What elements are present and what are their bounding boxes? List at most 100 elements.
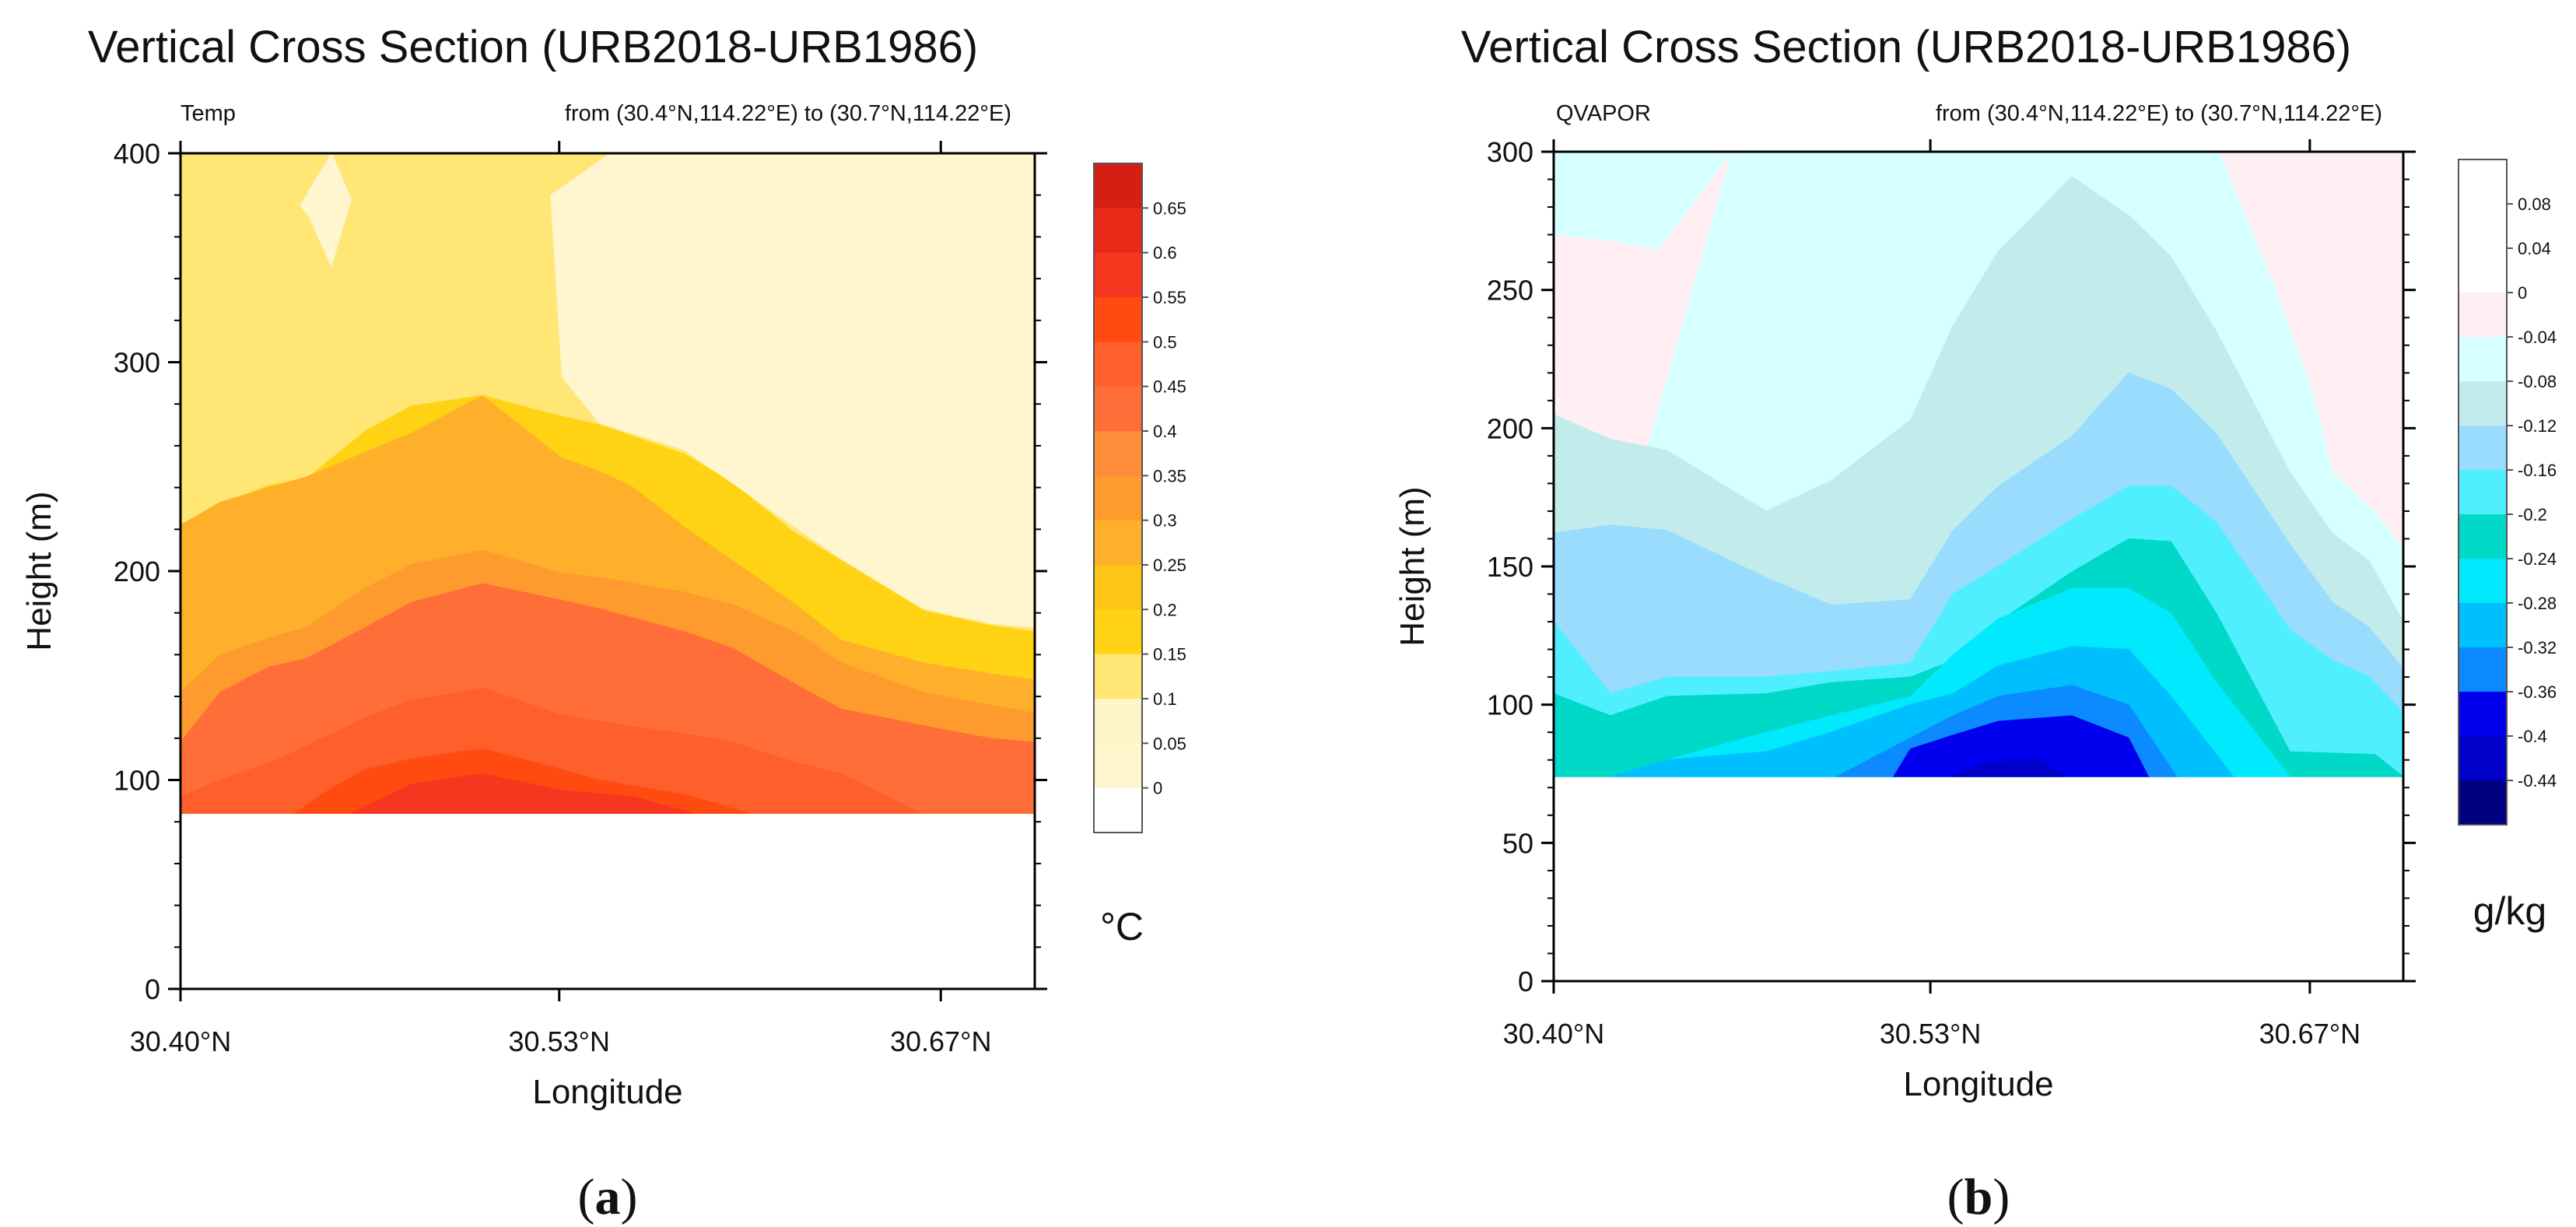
panel-b-contours <box>1553 151 2405 777</box>
y-tick-label: 0 <box>145 973 160 1005</box>
colorbar-label: 0.6 <box>1153 244 1177 263</box>
colorbar-label: 0 <box>2518 283 2527 303</box>
panel-b-letter: b <box>1964 1169 1993 1225</box>
colorbar-label: 0.65 <box>1153 198 1186 218</box>
colorbar-swatch-6 <box>2459 426 2507 471</box>
colorbar-label: 0.35 <box>1153 466 1186 486</box>
panel-a-ylabel: Height (m) <box>20 491 58 650</box>
colorbar-swatch-3 <box>1094 297 1142 342</box>
y-tick-label: 250 <box>1487 275 1533 307</box>
contour-band-7 <box>351 773 693 814</box>
colorbar-swatch-11 <box>2459 647 2507 692</box>
panel-a-title: Vertical Cross Section (URB2018-URB1986) <box>88 22 978 72</box>
colorbar-label: -0.32 <box>2518 638 2557 657</box>
contour-band-10 <box>1950 759 2065 777</box>
panel-a: Vertical Cross Section (URB2018-URB1986)… <box>20 22 1186 1225</box>
colorbar-swatch-14 <box>1094 787 1142 833</box>
colorbar-label: 0 <box>1153 779 1162 798</box>
colorbar-swatch-1 <box>1094 208 1142 254</box>
colorbar-swatch-7 <box>2459 470 2507 515</box>
colorbar-label: 0.08 <box>2518 195 2551 214</box>
panel-a-label: (a) <box>578 1169 638 1225</box>
panel-b-units: g/kg <box>2473 889 2547 933</box>
colorbar-swatch-12 <box>1094 699 1142 744</box>
x-tick-label: 30.40°N <box>130 1025 231 1057</box>
contour-band-9 <box>1892 715 2150 777</box>
colorbar-swatch-1 <box>2459 204 2507 249</box>
colorbar-label: 0.55 <box>1153 288 1186 307</box>
panel-a-xlabel: Longitude <box>532 1073 682 1111</box>
panel-a-y-axis: 0 100 200 300 400 <box>114 138 1047 1005</box>
colorbar-label: 0.04 <box>2518 239 2551 258</box>
panel-b-ylabel: Height (m) <box>1393 486 1432 646</box>
panel-b-xlabel: Longitude <box>1903 1065 2053 1103</box>
panel-b-route: from (30.4°N,114.22°E) to (30.7°N,114.22… <box>1936 101 2382 126</box>
y-tick-label: 400 <box>114 138 160 170</box>
y-tick-label: 300 <box>114 347 160 379</box>
colorbar-swatch-7 <box>1094 475 1142 521</box>
colorbar-swatch-6 <box>1094 431 1142 476</box>
colorbar-label: -0.04 <box>2518 328 2557 347</box>
colorbar-label: -0.16 <box>2518 461 2557 480</box>
x-tick-label: 30.67°N <box>2259 1018 2360 1050</box>
x-tick-label: 30.53°N <box>509 1025 610 1057</box>
colorbar-swatch-8 <box>1094 520 1142 566</box>
colorbar-label: 0.5 <box>1153 332 1177 352</box>
colorbar-swatch-10 <box>1094 609 1142 655</box>
panel-a-units: °C <box>1100 905 1144 948</box>
contour-band-9 <box>300 152 352 268</box>
panel-b-variable: QVAPOR <box>1556 101 1651 126</box>
colorbar-label: 0.2 <box>1153 600 1177 619</box>
colorbar-swatch-0 <box>2459 160 2507 205</box>
colorbar-swatch-0 <box>1094 163 1142 209</box>
colorbar-label: 0.4 <box>1153 422 1177 441</box>
colorbar-label: -0.4 <box>2518 727 2547 746</box>
colorbar-label: -0.12 <box>2518 416 2557 436</box>
colorbar-frame <box>1093 163 1143 833</box>
colorbar-swatch-14 <box>2459 780 2507 826</box>
colorbar-swatch-9 <box>2459 559 2507 604</box>
x-tick-label: 30.53°N <box>1880 1018 1981 1050</box>
y-tick-label: 100 <box>114 765 160 797</box>
colorbar-label: -0.36 <box>2518 682 2557 702</box>
colorbar-swatch-5 <box>2459 381 2507 426</box>
panel-b-y-axis: 0 50 100 150 200 250 300 <box>1487 136 2416 997</box>
panel-b-x-axis: 30.40°N 30.53°N 30.67°N <box>1503 139 2360 1050</box>
panel-b: Vertical Cross Section (URB2018-URB1986)… <box>1393 22 2557 1225</box>
x-tick-label: 30.40°N <box>1503 1018 1604 1050</box>
panel-a-letter: a <box>595 1169 621 1225</box>
colorbar-frame <box>2458 159 2508 826</box>
colorbar-label: -0.08 <box>2518 372 2557 391</box>
colorbar-label: 0.3 <box>1153 511 1177 531</box>
colorbar-swatch-13 <box>2459 736 2507 781</box>
panel-a-x-axis: 30.40°N 30.53°N 30.67°N <box>130 141 991 1057</box>
panel-a-contours <box>180 152 1036 814</box>
panel-b-label: (b) <box>1947 1169 2010 1225</box>
colorbar-swatch-2 <box>1094 252 1142 298</box>
colorbar-swatch-4 <box>2459 337 2507 382</box>
panel-a-colorbar: 0.65 0.6 0.55 0.5 0.45 0.4 0.35 0.3 0.25 0.2 0.15 0… <box>1093 163 1186 833</box>
colorbar-label: -0.2 <box>2518 505 2547 524</box>
panel-a-route: from (30.4°N,114.22°E) to (30.7°N,114.22… <box>565 101 1011 126</box>
y-tick-label: 0 <box>1518 966 1533 997</box>
y-tick-label: 100 <box>1487 689 1533 721</box>
y-tick-label: 200 <box>1487 412 1533 444</box>
colorbar-swatch-9 <box>1094 565 1142 610</box>
y-tick-label: 150 <box>1487 551 1533 583</box>
colorbar-label: 0.25 <box>1153 556 1186 575</box>
colorbar-label: 0.1 <box>1153 689 1177 709</box>
colorbar-label: 0.15 <box>1153 645 1186 664</box>
y-tick-label: 50 <box>1502 827 1533 859</box>
y-tick-label: 200 <box>114 556 160 587</box>
colorbar-swatch-11 <box>1094 654 1142 699</box>
colorbar-label: -0.28 <box>2518 594 2557 613</box>
colorbar-swatch-13 <box>1094 743 1142 789</box>
x-tick-label: 30.67°N <box>890 1025 991 1057</box>
colorbar-label: -0.44 <box>2518 771 2557 791</box>
colorbar-label: -0.24 <box>2518 549 2557 569</box>
colorbar-swatch-8 <box>2459 514 2507 559</box>
colorbar-swatch-4 <box>1094 342 1142 387</box>
y-tick-label: 300 <box>1487 136 1533 168</box>
